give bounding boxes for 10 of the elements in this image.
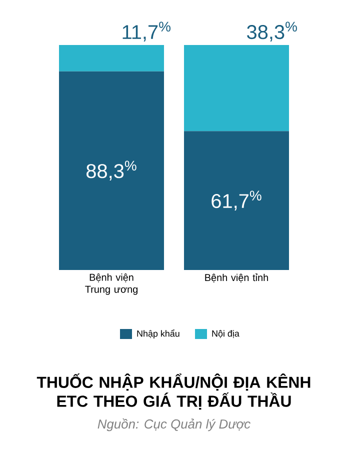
x-tick-label: Bệnh viện Trung ương bbox=[85, 274, 138, 295]
data-label: 61,7$^{%}$ bbox=[212, 190, 262, 210]
x-tick-label: Bệnh viện tỉnh bbox=[205, 274, 268, 283]
legend-label: Nội địa bbox=[212, 330, 240, 338]
text: THUỐC NHẬP KHẨU/NỘI ĐỊA KÊNH ETC THEO GIÁ TRỊ ĐẤU THẦU bbox=[36, 374, 310, 410]
text: Nguồn: Cục Quản lý Dược bbox=[98, 418, 250, 432]
legend-label: Nhập khẩu bbox=[137, 329, 180, 339]
data-label: 11,7$^{%}$ bbox=[122, 22, 170, 42]
data-label: 38,3$^{%}$ bbox=[247, 22, 297, 42]
data-label: 88,3$^{%}$ bbox=[86, 160, 136, 181]
